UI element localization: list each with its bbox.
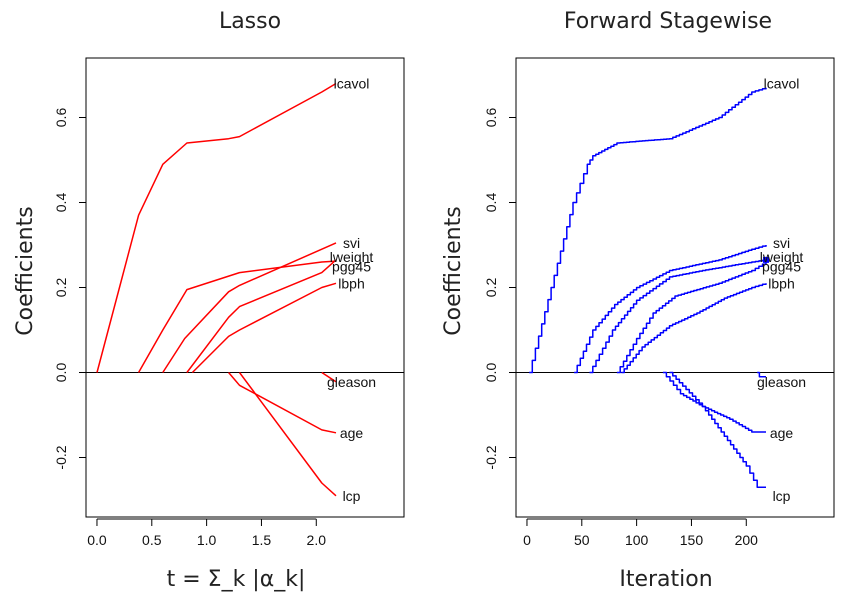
lasso-series-age <box>228 372 337 434</box>
forward-stagewise-label-pgg45: pgg45 <box>762 258 801 274</box>
forward-stagewise-label-gleason: gleason <box>757 374 806 390</box>
lasso-label-lweight: lweight <box>330 249 374 265</box>
forward-stagewise-y-tick-label: 0.2 <box>483 278 499 298</box>
forward-stagewise-x-tick-label: 50 <box>574 532 590 548</box>
forward-stagewise-series <box>529 87 770 488</box>
lasso-series-svi <box>162 242 337 373</box>
forward-stagewise-title: Forward Stagewise <box>564 9 772 34</box>
lasso-y-axis-label: Coefficients <box>13 206 38 335</box>
forward-stagewise-x-tick-label: 150 <box>680 532 704 548</box>
forward-stagewise-y-tick-label: 0.4 <box>483 193 499 213</box>
lasso-x-axis-label: t = Σ_k |α_k| <box>167 567 306 592</box>
forward-stagewise-x-axis: 0 50 100 150 200 <box>523 518 759 548</box>
forward-stagewise-series-lcavol <box>529 87 767 374</box>
forward-stagewise-label-lcp: lcp <box>773 488 791 504</box>
forward-stagewise-series-svi <box>574 245 767 374</box>
forward-stagewise-y-axis: -0.2 0.0 0.2 0.4 0.6 <box>483 108 517 470</box>
forward-stagewise-series-lcp <box>669 371 766 488</box>
forward-stagewise-label-lbph: lbph <box>768 275 794 291</box>
forward-stagewise-x-tick-label: 200 <box>735 532 759 548</box>
forward-stagewise-series-gleason <box>757 371 766 378</box>
lasso-y-tick-label: -0.2 <box>53 445 69 469</box>
lasso-series-pgg45 <box>186 259 337 373</box>
lasso-y-tick-label: 0.4 <box>53 193 69 213</box>
forward-stagewise-y-axis-label: Coefficients <box>441 206 466 335</box>
lasso-label-lcp: lcp <box>343 488 361 504</box>
forward-stagewise-series-age <box>662 371 766 433</box>
lasso-x-tick-label: 0.5 <box>142 532 162 548</box>
forward-stagewise-label-age: age <box>770 425 794 441</box>
lasso-label-pgg45: pgg45 <box>332 258 371 274</box>
lasso-series-gleason <box>321 371 337 383</box>
forward-stagewise-lweight-marker <box>763 256 770 263</box>
forward-stagewise-label-svi: svi <box>773 235 790 251</box>
lasso-label-svi: svi <box>343 235 360 251</box>
lasso-series-lcavol <box>96 82 337 373</box>
forward-stagewise-y-tick-label: -0.2 <box>483 445 499 469</box>
forward-stagewise-series-pgg45 <box>616 262 767 374</box>
lasso-y-tick-label: 0.2 <box>53 278 69 298</box>
forward-stagewise-x-tick-label: 0 <box>523 532 531 548</box>
forward-stagewise-series-lbph <box>621 283 767 374</box>
lasso-title: Lasso <box>219 9 281 34</box>
lasso-y-tick-label: 0.0 <box>53 363 69 383</box>
lasso-series <box>96 82 337 497</box>
forward-stagewise-series-lweight <box>589 259 767 374</box>
lasso-series-lcp <box>238 372 337 497</box>
lasso-y-axis: -0.2 0.0 0.2 0.4 0.6 <box>53 108 87 470</box>
lasso-x-axis: 0.0 0.5 1.0 1.5 2.0 <box>87 518 327 548</box>
lasso-label-gleason: gleason <box>327 374 376 390</box>
lasso-y-tick-label: 0.6 <box>53 108 69 128</box>
lasso-x-tick-label: 2.0 <box>307 532 327 548</box>
lasso-label-lbph: lbph <box>338 275 364 291</box>
forward-stagewise-y-tick-label: 0.6 <box>483 108 499 128</box>
lasso-label-lcavol: lcavol <box>334 76 370 92</box>
forward-stagewise-label-lweight: lweight <box>760 249 804 265</box>
lasso-x-tick-label: 1.5 <box>252 532 272 548</box>
lasso-series-lweight <box>137 260 337 373</box>
lasso-x-tick-label: 0.0 <box>87 532 107 548</box>
lasso-x-tick-label: 1.0 <box>197 532 217 548</box>
lasso-series-lbph <box>191 282 337 374</box>
forward-stagewise-x-axis-label: Iteration <box>619 567 712 592</box>
lasso-panel: Lasso -0.2 0.0 0.2 0.4 0.6 0.0 0.5 1.0 1.5 2.0 l… <box>13 9 405 592</box>
forward-stagewise-label-lcavol: lcavol <box>764 76 800 92</box>
forward-stagewise-panel: Forward Stagewise -0.2 0.0 0.2 0.4 0.6 0 50 10… <box>441 9 835 592</box>
lasso-label-age: age <box>340 425 364 441</box>
forward-stagewise-y-tick-label: 0.0 <box>483 363 499 383</box>
forward-stagewise-x-tick-label: 100 <box>625 532 649 548</box>
